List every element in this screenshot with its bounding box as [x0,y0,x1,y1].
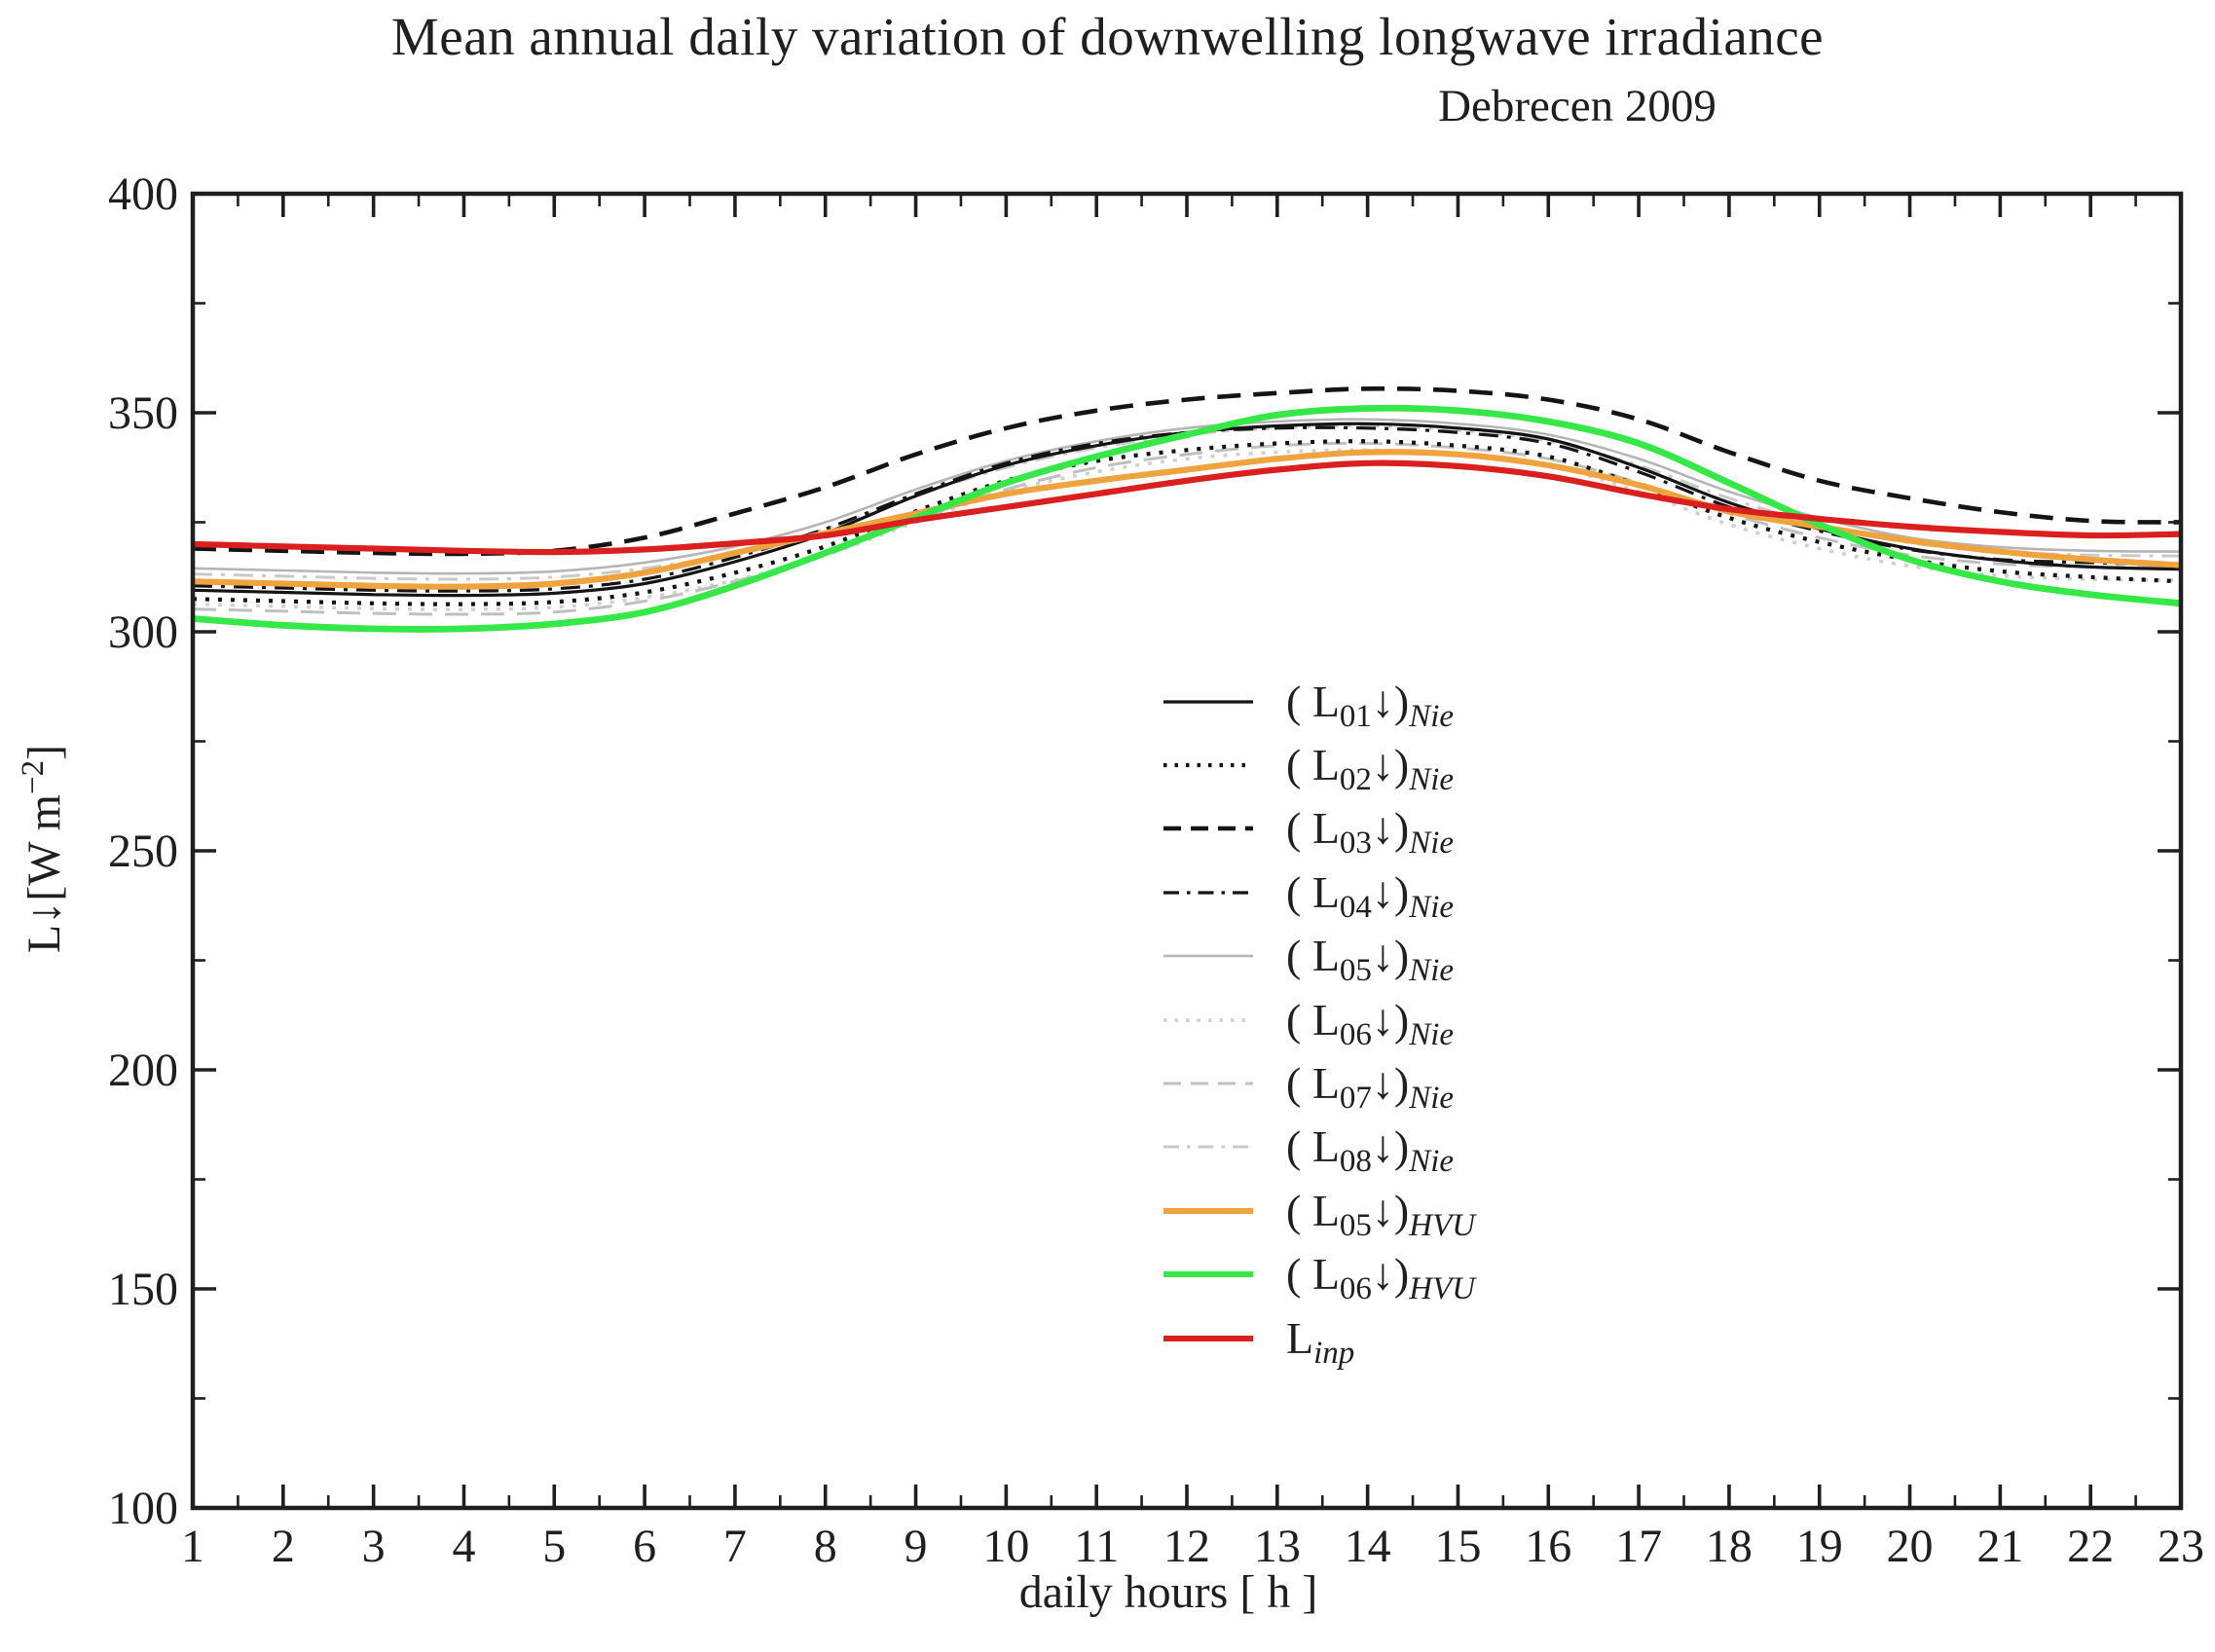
legend-label-L02_Nie: ( L02↓)Nie [1286,740,1455,798]
legend-item-L05_HVU: ( L05↓)HVU [1162,1179,1475,1242]
legend-label-Linp: Linp [1286,1312,1355,1371]
legend-label-L06_Nie: ( L06↓)Nie [1286,994,1455,1052]
x-tick-label: 13 [1254,1521,1301,1572]
y-axis-label-exponent: −2 [16,759,51,795]
series-line-L07_Nie [192,441,2182,616]
series-line-L05_Nie [192,418,2182,575]
x-tick-label: 14 [1345,1521,1391,1572]
x-tick-label: 9 [904,1521,928,1572]
chart-title: Mean annual daily variation of downwelli… [390,7,1825,66]
legend-swatch-solid [1163,1207,1253,1214]
x-tick-label: 8 [814,1521,837,1572]
x-tick-label: 22 [2067,1521,2114,1572]
legend-swatch-solid [1163,1335,1253,1341]
y-axis-label-main: L↓[W m [18,794,70,954]
legend-item-L06_Nie: ( L06↓)Nie [1162,988,1475,1051]
legend-item-L02_Nie: ( L02↓)Nie [1162,733,1475,796]
x-tick-label: 19 [1796,1521,1843,1572]
series-line-L02_Nie [192,439,2182,606]
legend-label-L01_Nie: ( L01↓)Nie [1286,676,1455,734]
y-tick-label: 200 [108,1045,178,1096]
y-axis-label: L↓[W m−2] [16,744,71,954]
x-tick-label: 6 [633,1521,656,1572]
y-tick-label: 300 [108,606,178,658]
legend-swatch-dotted [1163,1017,1253,1022]
x-tick-label: 2 [272,1521,295,1572]
x-tick-label: 23 [2158,1521,2204,1572]
y-tick-label: 400 [108,168,178,220]
x-tick-label: 17 [1615,1521,1662,1572]
y-tick-label: 350 [108,387,178,439]
legend-label-L05_Nie: ( L05↓)Nie [1286,931,1455,989]
x-tick-label: 15 [1434,1521,1481,1572]
legend-item-L05_Nie: ( L05↓)Nie [1162,925,1475,988]
legend-label-L08_Nie: ( L08↓)Nie [1286,1121,1455,1180]
x-tick-label: 10 [982,1521,1029,1572]
legend: ( L01↓)Nie ( L02↓)Nie( L03↓)Nie( L04↓)Nie… [1162,670,1475,1370]
legend-swatch-solid [1163,700,1253,704]
legend-swatch-dashed [1163,826,1253,831]
legend-swatch-solid [1163,954,1253,958]
x-tick-label: 3 [362,1521,386,1572]
legend-item-L06_HVU: ( L06↓)HVU [1162,1243,1475,1306]
series-line-L06_HVU [192,404,2182,633]
x-tick-label: 18 [1706,1521,1753,1572]
legend-item-L03_Nie: ( L03↓)Nie [1162,797,1475,861]
legend-item-L04_Nie: ( L04↓)Nie [1162,861,1475,924]
x-tick-label: 20 [1887,1521,1934,1572]
legend-item-L01_Nie: ( L01↓)Nie [1162,670,1475,733]
legend-item-Linp: Linp [1162,1306,1475,1370]
series-line-L05_HVU [192,449,2182,590]
x-tick-label: 21 [1976,1521,2023,1572]
x-tick-label: 4 [452,1521,475,1572]
y-tick-label: 250 [108,826,178,877]
legend-swatch-dashdot [1163,891,1253,895]
legend-label-L06_HVU: ( L06↓)HVU [1286,1249,1476,1307]
x-tick-label: 16 [1525,1521,1571,1572]
y-tick-label: 100 [108,1483,178,1534]
y-tick-label: 150 [108,1264,178,1315]
legend-swatch-solid [1163,1271,1253,1278]
legend-swatch-dashed [1163,1082,1253,1085]
legend-label-L05_HVU: ( L05↓)HVU [1286,1185,1476,1243]
chart-subtitle: Debrecen 2009 [1438,81,1717,131]
legend-label-L07_Nie: ( L07↓)Nie [1286,1058,1455,1117]
x-tick-label: 1 [181,1521,204,1572]
x-tick-label: 12 [1163,1521,1210,1572]
legend-swatch-dotted [1163,762,1253,768]
x-tick-label: 11 [1074,1521,1119,1572]
x-tick-label: 7 [723,1521,747,1572]
legend-item-L08_Nie: ( L08↓)Nie [1162,1116,1475,1179]
x-tick-label: 5 [542,1521,566,1572]
legend-label-L03_Nie: ( L03↓)Nie [1286,803,1455,862]
series-line-L06_Nie [192,448,2182,611]
y-axis-label-close: ] [18,744,70,760]
x-axis-label: daily hours [ h ] [1018,1566,1318,1618]
legend-swatch-dashdot [1163,1145,1253,1149]
legend-item-L07_Nie: ( L07↓)Nie [1162,1051,1475,1115]
series-line-Linp [192,459,2182,556]
legend-label-L04_Nie: ( L04↓)Nie [1286,866,1455,926]
